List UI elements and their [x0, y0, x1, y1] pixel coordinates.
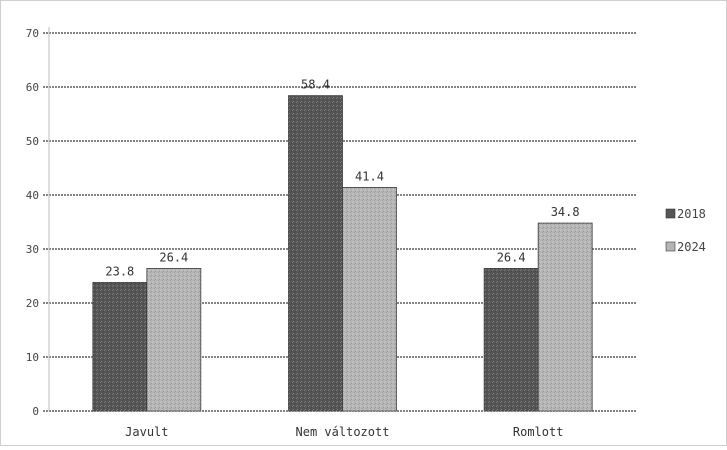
- y-axis: 0 10 20 30 40 50 60 70: [26, 27, 50, 418]
- data-label: 41.4: [355, 169, 384, 183]
- y-tick-label: 70: [26, 27, 39, 40]
- x-axis-categories: Javult Nem változott Romlott: [125, 425, 563, 439]
- bar-texture: [92, 282, 147, 411]
- x-category-label: Javult: [125, 425, 168, 439]
- bar-texture: [342, 187, 397, 411]
- data-label: 26.4: [159, 250, 188, 264]
- bar-texture: [146, 268, 201, 411]
- y-tick-label: 60: [26, 81, 39, 94]
- x-category-label: Romlott: [513, 425, 564, 439]
- y-tick-label: 40: [26, 189, 39, 202]
- bars: [92, 95, 593, 412]
- legend-label: 2018: [677, 207, 706, 221]
- bar-texture: [538, 223, 593, 411]
- data-labels: 23.8 26.4 58.4 41.4 26.4 34.8: [105, 78, 579, 279]
- bar-texture: [484, 268, 539, 411]
- legend-swatch: [665, 241, 676, 252]
- data-label: 58.4: [301, 78, 330, 92]
- data-label: 26.4: [497, 250, 526, 264]
- y-tick-label: 10: [26, 351, 39, 364]
- data-label: 34.8: [551, 205, 580, 219]
- data-label: 23.8: [105, 264, 134, 278]
- legend-swatch: [665, 208, 676, 219]
- y-tick-label: 50: [26, 135, 39, 148]
- y-tick-label: 30: [26, 243, 39, 256]
- bar-texture: [288, 95, 343, 411]
- legend: 2018 2024: [665, 207, 706, 254]
- y-tick-label: 20: [26, 297, 39, 310]
- legend-label: 2024: [677, 240, 706, 254]
- y-tick-label: 0: [32, 405, 39, 418]
- x-category-label: Nem változott: [296, 425, 390, 439]
